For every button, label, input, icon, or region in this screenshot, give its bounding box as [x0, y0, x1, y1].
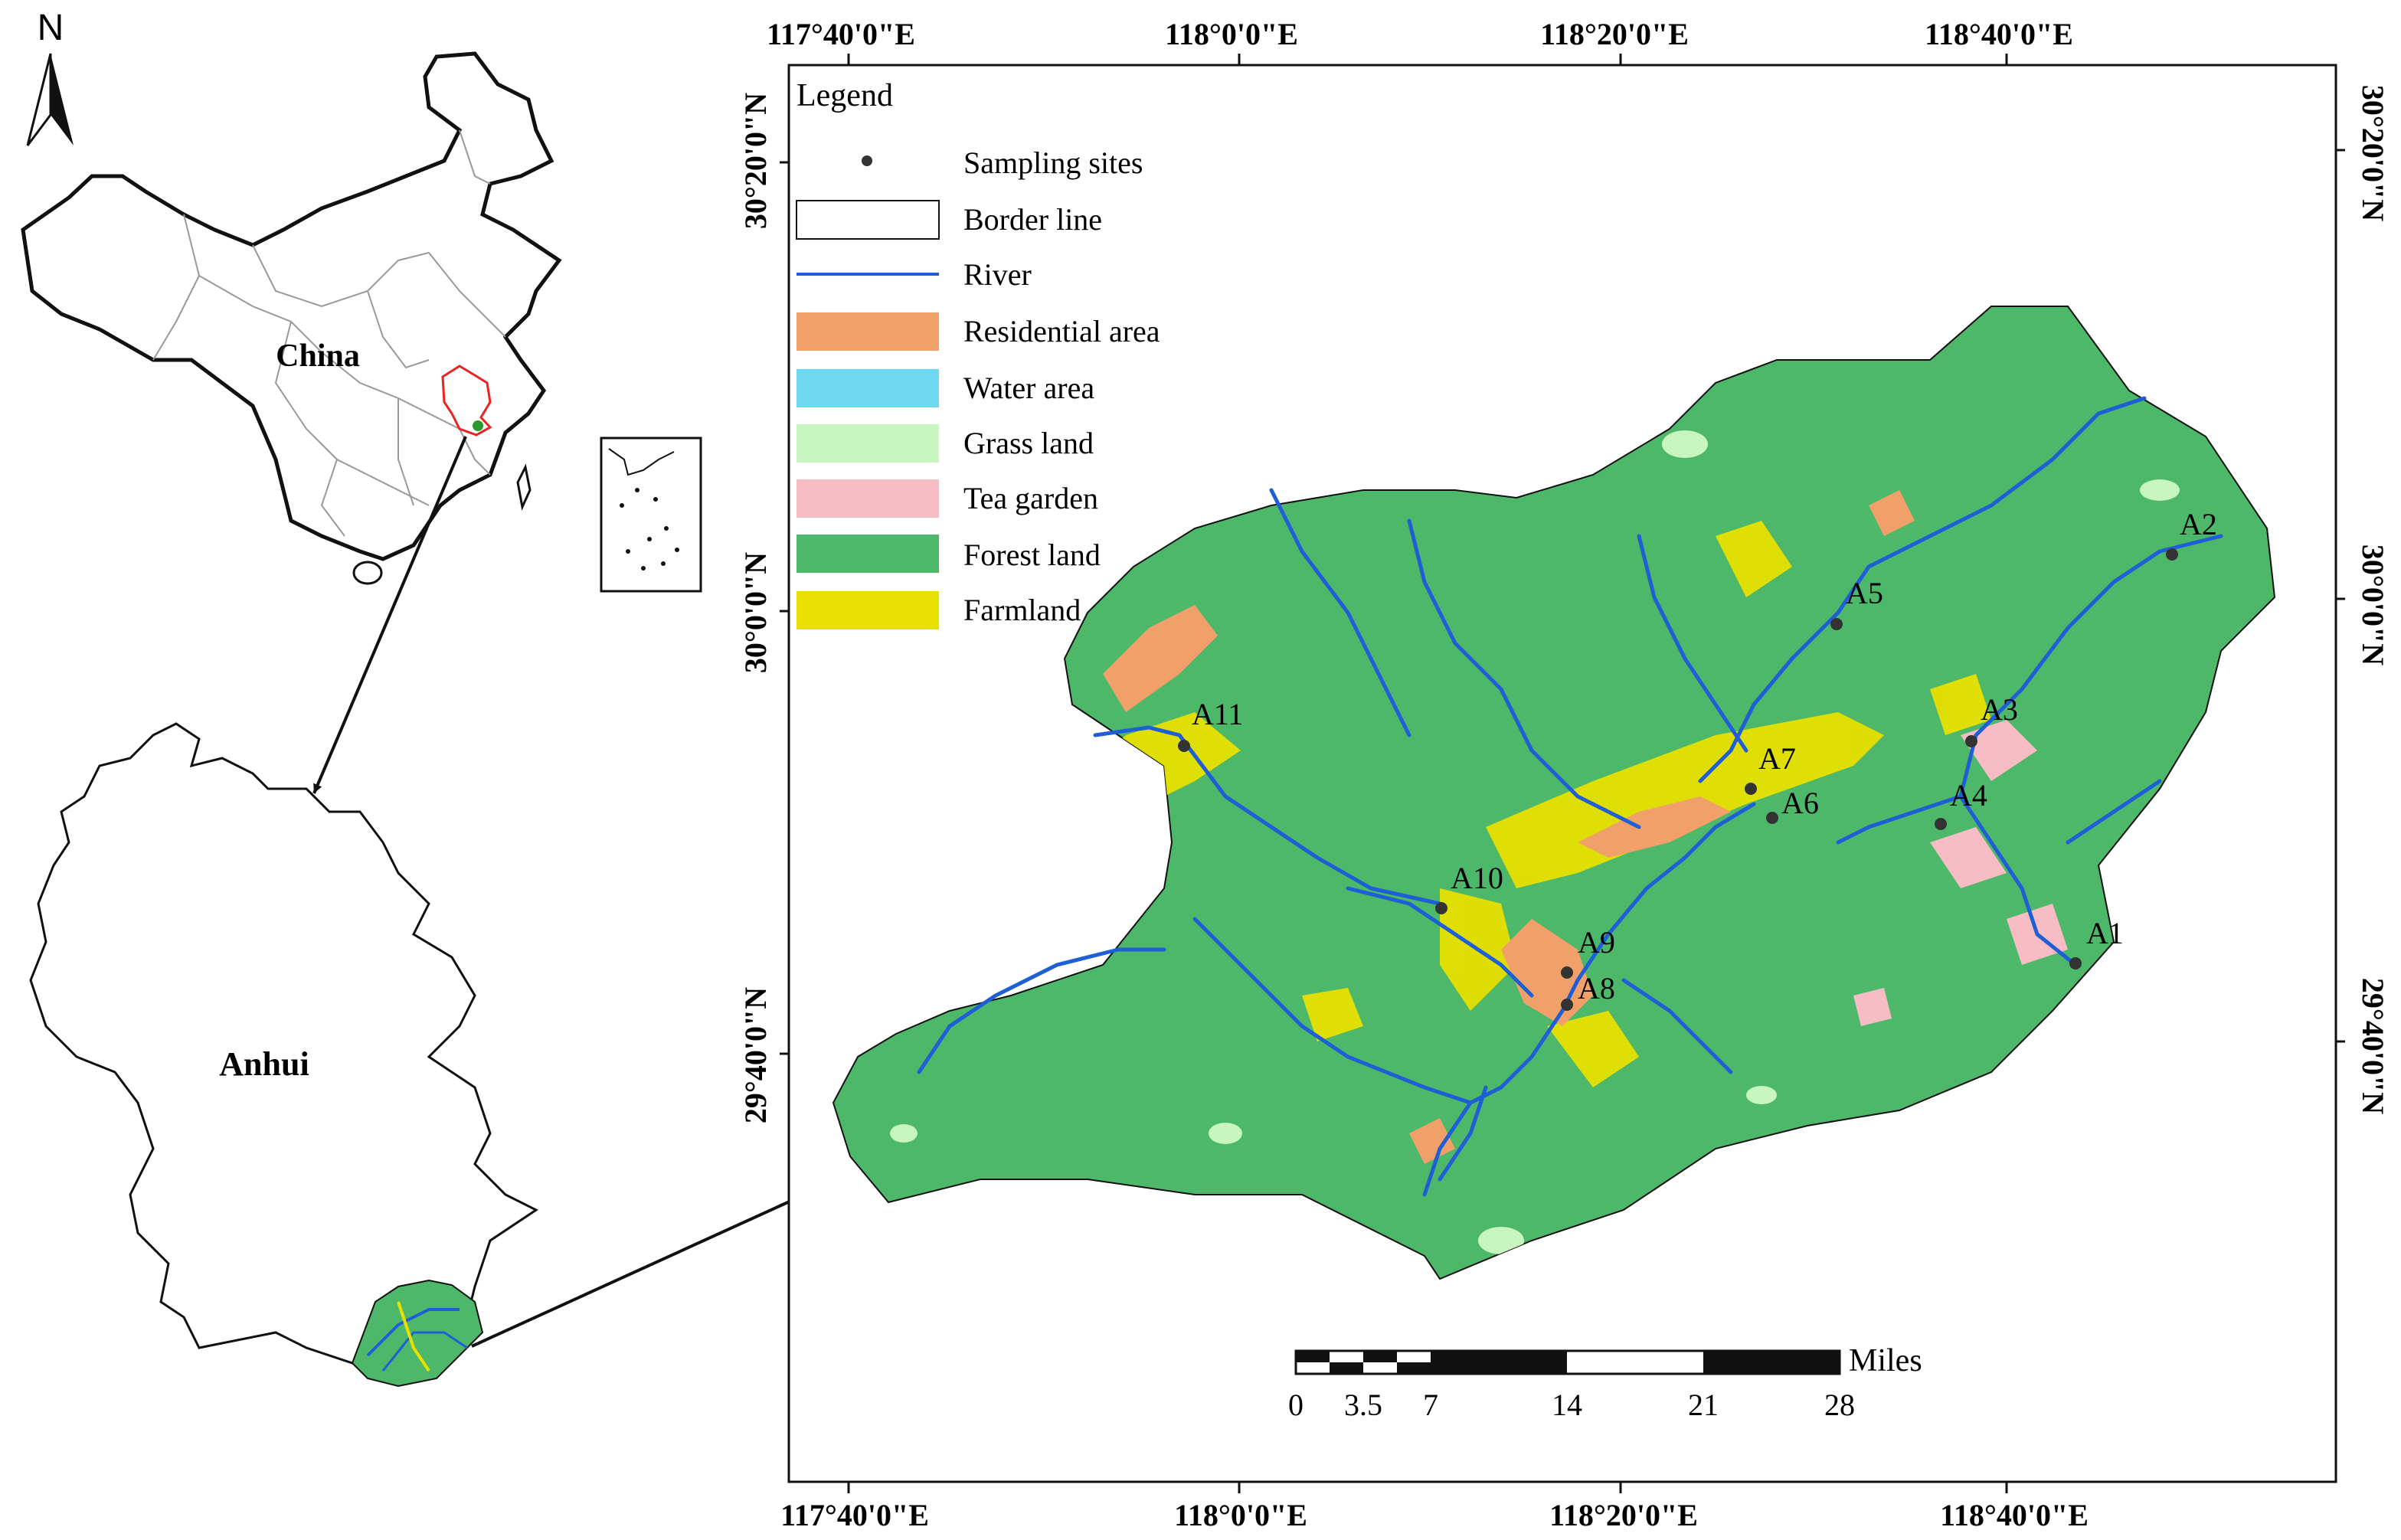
anhui-highlight [441, 365, 492, 436]
site-A1: A1 [2069, 916, 2124, 969]
residential-areas [1103, 490, 1915, 1164]
lat-label-left-3: 29°40'0"N [738, 987, 773, 1123]
lon-label-top-3: 118°20'0"E [1540, 17, 1689, 51]
site-A6: A6 [1766, 786, 1819, 824]
legend-item-border-line: Border line [796, 200, 1102, 240]
scale-unit: Miles [1849, 1343, 1922, 1378]
legend-label-farmland: Farmland [963, 593, 1081, 627]
lon-label-bottom-1: 117°40'0"E [780, 1498, 929, 1532]
graticule-ticks [780, 54, 2345, 1493]
anhui-label: Anhui [219, 1045, 309, 1083]
site-label-A5: A5 [1846, 576, 1883, 610]
lon-label-top-4: 118°40'0"E [1925, 17, 2073, 51]
hainan-island [352, 561, 383, 585]
legend-item-residential-area: Residential area [797, 312, 1160, 351]
lat-label-left-1: 30°20'0"N [738, 93, 773, 229]
legend-label-forest-land: Forest land [963, 538, 1101, 572]
legend-item-tea-garden: Tea garden [797, 479, 1098, 518]
china-to-anhui-arrow [312, 436, 467, 794]
site-label-A3: A3 [1981, 692, 2018, 727]
site-label-A10: A10 [1451, 861, 1503, 895]
river-network [917, 396, 2223, 1197]
site-A4: A4 [1935, 778, 1987, 830]
legend-label-residential-area: Residential area [963, 314, 1160, 348]
scale-tick-3-5: 3.5 [1344, 1388, 1382, 1422]
lon-label-top-1: 117°40'0"E [767, 17, 915, 51]
site-label-A11: A11 [1192, 697, 1243, 731]
legend-label-river: River [963, 257, 1032, 292]
site-A7: A7 [1745, 741, 1796, 795]
grass-land-areas [890, 430, 2180, 1254]
scale-tick-28: 28 [1824, 1388, 1855, 1422]
legend: Legend Sampling sites Border line River … [796, 78, 1160, 629]
site-A3: A3 [1965, 692, 2018, 747]
lat-label-right-1: 30°20'0"N [2356, 85, 2390, 221]
legend-item-forest-land: Forest land [797, 535, 1101, 573]
site-A10: A10 [1435, 861, 1503, 914]
site-label-A6: A6 [1781, 786, 1819, 820]
legend-label-water-area: Water area [963, 371, 1094, 405]
site-label-A9: A9 [1578, 925, 1615, 960]
site-A2: A2 [2166, 507, 2217, 561]
site-label-A7: A7 [1758, 741, 1796, 776]
site-label-A8: A8 [1578, 971, 1615, 1005]
legend-item-water-area: Water area [797, 369, 1094, 407]
legend-item-farmland: Farmland [797, 591, 1081, 629]
watershed-map: A1 A2 A3 A4 A5 A6 [832, 306, 2275, 1280]
north-arrow: N [26, 8, 74, 146]
site-label-A1: A1 [2086, 916, 2124, 950]
lon-label-bottom-4: 118°40'0"E [1940, 1498, 2089, 1532]
site-A5: A5 [1830, 576, 1883, 630]
china-inset-map: China [21, 51, 562, 585]
lon-label-top-2: 118°0'0"E [1165, 17, 1298, 51]
china-label: China [276, 338, 360, 374]
lat-label-right-2: 30°0'0"N [2356, 544, 2390, 665]
south-china-sea-inset [600, 436, 702, 593]
site-label-A2: A2 [2180, 507, 2217, 541]
taiwan-island [516, 463, 532, 511]
site-label-A4: A4 [1950, 778, 1987, 813]
lat-label-left-2: 30°0'0"N [738, 552, 773, 673]
anhui-inset-map: Anhui [29, 722, 538, 1388]
china-outline [21, 51, 562, 561]
sampling-sites: A1 A2 A3 A4 A5 A6 [1178, 507, 2217, 1011]
study-area-marker [473, 420, 483, 431]
scale-bar: 0 3.5 7 14 21 28 Miles [1288, 1343, 1922, 1422]
legend-label-border-line: Border line [963, 202, 1102, 237]
site-A11: A11 [1178, 697, 1243, 752]
scale-tick-21: 21 [1688, 1388, 1719, 1422]
legend-label-grass-land: Grass land [963, 426, 1094, 460]
legend-title: Legend [797, 78, 893, 113]
north-label: N [38, 8, 64, 48]
scale-tick-0: 0 [1288, 1388, 1304, 1422]
site-A8: A8 [1561, 971, 1615, 1011]
site-A9: A9 [1561, 925, 1615, 979]
anhui-study-area [351, 1279, 484, 1388]
legend-item-sampling-sites: Sampling sites [862, 145, 1143, 180]
graticule-labels: 117°40'0"E 118°0'0"E 118°20'0"E 118°40'0… [738, 17, 2390, 1532]
lat-label-right-3: 29°40'0"N [2356, 978, 2390, 1114]
scale-tick-14: 14 [1552, 1388, 1582, 1422]
legend-item-grass-land: Grass land [797, 424, 1094, 463]
legend-label-sampling-sites: Sampling sites [963, 145, 1143, 180]
lon-label-bottom-2: 118°0'0"E [1174, 1498, 1307, 1532]
scale-tick-7: 7 [1423, 1388, 1438, 1422]
lon-label-bottom-3: 118°20'0"E [1549, 1498, 1698, 1532]
legend-label-tea-garden: Tea garden [963, 481, 1098, 515]
legend-item-river: River [797, 257, 1032, 292]
